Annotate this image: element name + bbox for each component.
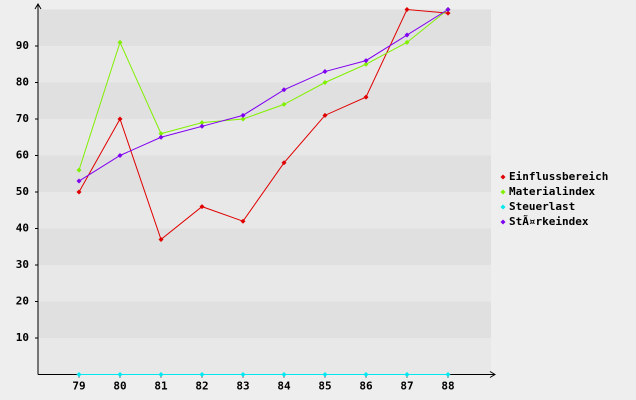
grid-band [38, 46, 491, 83]
point [158, 131, 164, 137]
x-tick-label: 86 [359, 380, 373, 393]
x-tick-label: 87 [400, 380, 413, 393]
point [281, 372, 287, 377]
point [240, 116, 246, 122]
y-tick-label: 30 [16, 258, 29, 271]
point [199, 372, 205, 377]
point [240, 218, 246, 224]
legend-label: Einflussbereich [509, 170, 608, 183]
point [117, 372, 123, 377]
point [404, 7, 410, 12]
grid-band [38, 192, 491, 229]
grid-band [38, 82, 491, 119]
point [322, 69, 328, 75]
point [76, 178, 82, 184]
point [363, 61, 369, 67]
point [322, 112, 328, 118]
legend-label: StÃ¤rkeindex [509, 215, 589, 228]
series-line [78, 9, 449, 182]
y-tick-label: 50 [16, 185, 29, 198]
grid-band [38, 338, 491, 375]
point [158, 372, 164, 377]
grid-band [38, 265, 491, 302]
grid-band [38, 119, 491, 156]
point [404, 32, 410, 38]
point [281, 87, 287, 93]
y-tick-label: 90 [16, 39, 29, 52]
point [445, 7, 451, 12]
point [322, 80, 328, 85]
x-tick-label: 79 [72, 380, 85, 393]
point [281, 160, 287, 166]
point [76, 372, 82, 377]
point [240, 112, 246, 118]
x-tick-label: 84 [277, 380, 291, 393]
legend-marker [500, 204, 506, 210]
point [117, 116, 123, 122]
point [404, 372, 410, 377]
point [404, 39, 410, 45]
series-line [78, 9, 449, 171]
legend-label: Steuerlast [509, 200, 575, 213]
x-axis-arrow [489, 371, 496, 378]
legend-marker [500, 174, 506, 180]
point [158, 134, 164, 140]
grid-band [38, 9, 491, 46]
x-tick-label: 83 [236, 380, 249, 393]
point [199, 204, 205, 210]
y-tick-label: 20 [16, 295, 29, 308]
point [445, 372, 451, 377]
x-tick-label: 80 [113, 380, 126, 393]
point [76, 167, 82, 173]
x-tick-label: 81 [154, 380, 168, 393]
point [363, 94, 369, 100]
point [363, 58, 369, 64]
point [363, 372, 369, 377]
point [199, 123, 205, 129]
x-tick-label: 85 [318, 380, 331, 393]
legend-label: Materialindex [509, 185, 595, 198]
y-tick-label: 10 [16, 331, 29, 344]
y-tick-label: 60 [16, 149, 29, 162]
point [445, 10, 451, 16]
grid-band [38, 155, 491, 192]
legend-marker [500, 219, 506, 225]
point [281, 101, 287, 107]
point [322, 372, 328, 377]
x-tick-label: 88 [441, 380, 454, 393]
grid-band [38, 301, 491, 338]
y-tick-label: 80 [16, 76, 29, 89]
point [117, 153, 123, 158]
y-tick-label: 40 [16, 222, 29, 235]
y-axis-arrow [34, 3, 42, 10]
grid-band [38, 228, 491, 265]
y-tick-label: 70 [16, 112, 29, 125]
point [240, 372, 246, 377]
x-tick-label: 82 [195, 380, 208, 393]
point [158, 236, 164, 242]
legend-marker [500, 189, 506, 195]
point [117, 39, 123, 45]
point [76, 189, 82, 195]
point [199, 120, 205, 126]
